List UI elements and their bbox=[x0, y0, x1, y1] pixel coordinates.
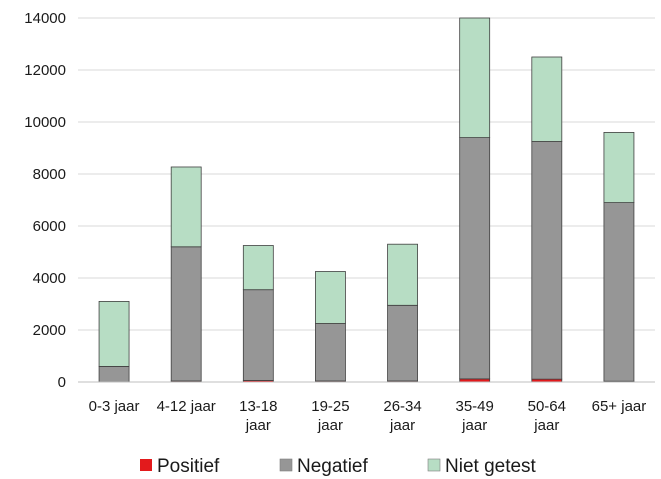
legend-swatch bbox=[279, 458, 293, 472]
bar-segment-niet-getest bbox=[459, 17, 491, 138]
y-tick-label: 4000 bbox=[33, 270, 66, 287]
bar-segment-niet-getest bbox=[242, 245, 274, 291]
y-tick-label: 6000 bbox=[33, 218, 66, 235]
x-category-label: jaar bbox=[533, 417, 559, 434]
x-category-label: 26-34 bbox=[383, 398, 421, 415]
bar-segment-negatief bbox=[98, 365, 130, 383]
y-tick-label: 0 bbox=[58, 374, 66, 391]
bar-segment-negatief bbox=[170, 246, 202, 382]
gridlines bbox=[78, 17, 655, 331]
y-tick-label: 10000 bbox=[24, 114, 66, 131]
y-axis-ticks: 0 2000 4000 6000 8000 10000 12000 14000 bbox=[24, 10, 66, 391]
x-category-label: jaar bbox=[389, 417, 415, 434]
legend: Positief Negatief Niet getest bbox=[140, 456, 537, 477]
x-category-label: jaar bbox=[461, 417, 487, 434]
x-category-label: 13-18 bbox=[239, 398, 277, 415]
x-axis-category-labels: 0-3 jaar 4-12 jaar 13-18 jaar 19-25 jaar 26-34… bbox=[89, 398, 647, 434]
x-category-label: jaar bbox=[317, 417, 343, 434]
x-category-label: jaar bbox=[245, 417, 271, 434]
bar-segment-negatief bbox=[242, 289, 274, 381]
x-category-label: 4-12 jaar bbox=[157, 398, 216, 415]
x-category-label: 65+ jaar bbox=[592, 398, 647, 415]
bar-segment-negatief bbox=[603, 202, 635, 382]
bar-segment-niet-getest bbox=[315, 271, 346, 324]
bar-segment-niet-getest bbox=[387, 243, 418, 306]
y-tick-label: 14000 bbox=[24, 10, 66, 27]
x-category-label: 0-3 jaar bbox=[89, 398, 140, 415]
bar-segment-niet-getest bbox=[603, 131, 635, 203]
legend-swatch bbox=[427, 458, 441, 472]
bar-segment-negatief bbox=[315, 323, 346, 382]
bar-segment-niet-getest bbox=[98, 300, 130, 367]
legend-label: Niet getest bbox=[445, 456, 537, 477]
bars bbox=[98, 17, 635, 383]
bar-segment-negatief bbox=[459, 137, 491, 380]
x-category-label: 50-64 bbox=[528, 398, 566, 415]
y-tick-label: 12000 bbox=[24, 62, 66, 79]
bar-segment-niet-getest bbox=[531, 56, 563, 142]
legend-label: Positief bbox=[157, 456, 220, 477]
bar-segment-negatief bbox=[531, 141, 563, 380]
x-category-label: 19-25 bbox=[311, 398, 349, 415]
bar-segment-niet-getest bbox=[170, 166, 202, 248]
y-tick-label: 2000 bbox=[33, 322, 66, 339]
bar-segment-negatief bbox=[387, 304, 418, 382]
legend-swatch bbox=[140, 459, 152, 471]
y-tick-label: 8000 bbox=[33, 166, 66, 183]
x-category-label: 35-49 bbox=[456, 398, 494, 415]
legend-label: Negatief bbox=[297, 456, 368, 477]
